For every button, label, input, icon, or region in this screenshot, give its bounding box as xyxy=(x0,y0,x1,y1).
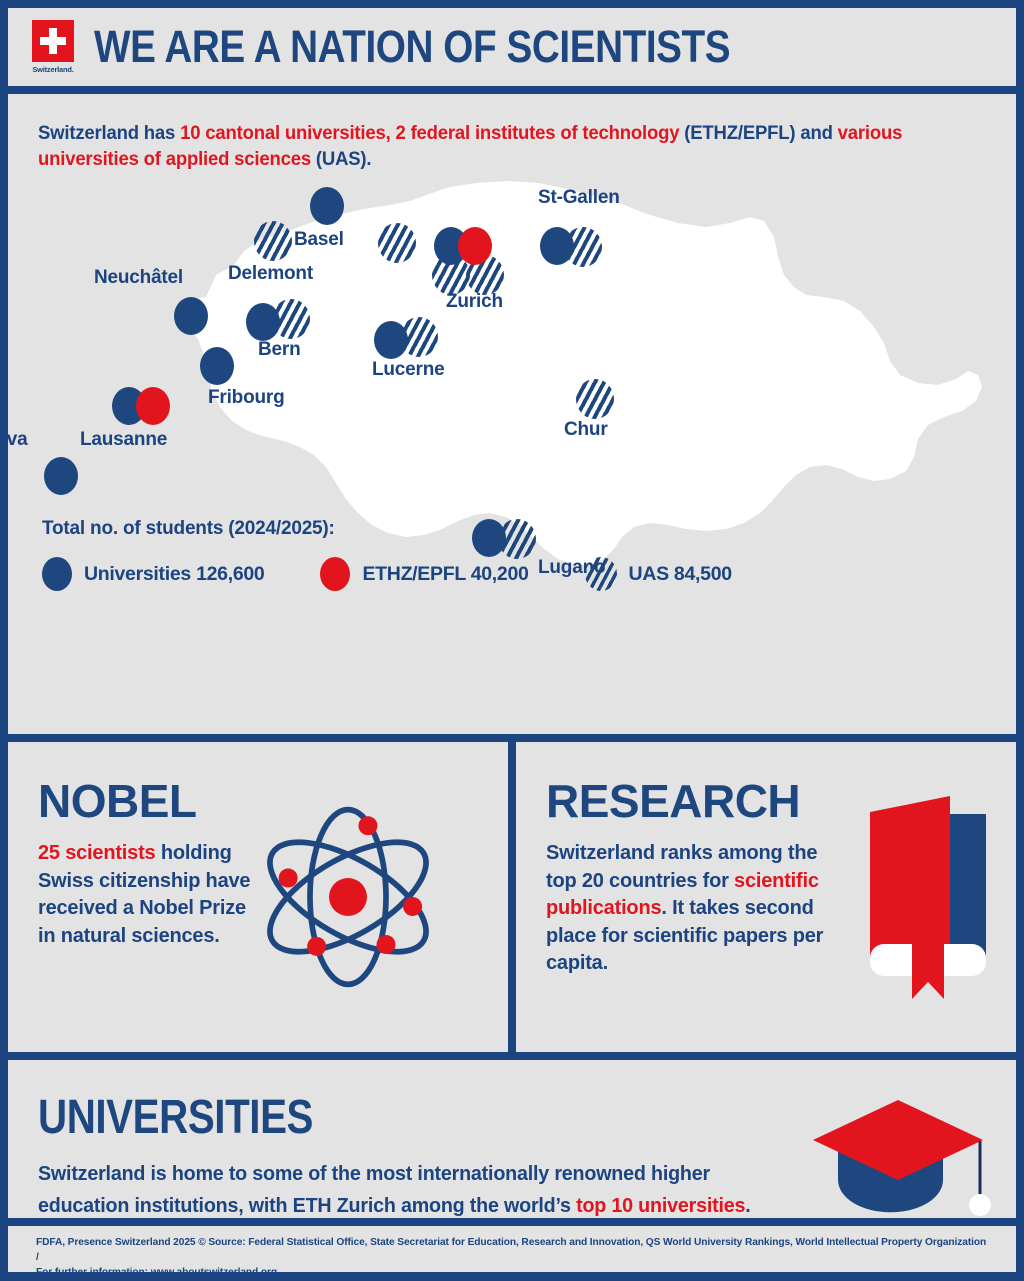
city-label-zurich: Zurich xyxy=(446,290,503,312)
research-highlight: scientific publications xyxy=(546,869,819,920)
striped-circle-icon xyxy=(584,557,617,591)
universities-highlight: top 10 universities xyxy=(576,1193,746,1217)
universities-body: Switzerland is home to some of the most … xyxy=(38,1158,768,1218)
intro-text: Switzerland has 10 cantonal universities… xyxy=(38,120,984,173)
universities-text-2: . xyxy=(745,1193,751,1217)
legend-item-uas: UAS 84,500 xyxy=(584,557,733,591)
city-label-chur: Chur xyxy=(564,418,608,440)
book-icon xyxy=(870,796,986,999)
universities-title: UNIVERSITIES xyxy=(38,1091,314,1144)
city-label-fribourg: Fribourg xyxy=(208,386,285,408)
switzerland-map: Basel Delemont St-Gallen Neuchâtel xyxy=(0,179,1002,579)
page-title: WE ARE A NATION OF SCIENTISTS xyxy=(94,21,731,72)
intro-part-3: (UAS). xyxy=(310,148,372,171)
swiss-logo: Switzerland. xyxy=(30,20,76,74)
marker-chur-uas xyxy=(576,378,614,419)
research-text-2: . It takes second place for scientific p… xyxy=(546,897,824,975)
stats-row: NOBEL 25 scientists holding Swiss citize… xyxy=(8,742,1016,1052)
legend-label-universities: Universities 126,600 xyxy=(84,562,265,585)
marker-zurich-ethz xyxy=(458,226,492,265)
marker-fribourg-university xyxy=(200,346,234,385)
blue-circle-icon xyxy=(42,557,72,591)
marker-geneva-university xyxy=(44,456,78,495)
research-title: RESEARCH xyxy=(546,775,801,827)
research-text-1: Switzerland ranks among the top 20 count… xyxy=(546,842,818,892)
research-body: Switzerland ranks among the top 20 count… xyxy=(546,840,831,978)
marker-basel-university xyxy=(310,186,344,225)
city-label-bern: Bern xyxy=(258,338,301,360)
city-label-st-gallen: St-Gallen xyxy=(538,186,620,208)
footer-line-1: FDFA, Presence Switzerland 2025 © Source… xyxy=(36,1236,987,1264)
swiss-flag-icon xyxy=(32,20,74,62)
legend-title: Total no. of students (2024/2025): xyxy=(42,518,335,539)
atom-icon xyxy=(267,806,429,988)
city-label-lucerne: Lucerne xyxy=(372,358,445,380)
legend-item-ethz-epfl: ETHZ/EPFL 40,200 xyxy=(320,557,529,591)
nobel-text: holding Swiss citizenship have received … xyxy=(38,842,251,947)
intro-highlight-2: various universities of applied sciences xyxy=(38,122,903,171)
city-label-geneva: Geneva xyxy=(0,428,28,450)
nobel-highlight: 25 scientists xyxy=(38,842,156,864)
marker-st-gallen-uas xyxy=(564,226,602,267)
header-bar: Switzerland. WE ARE A NATION OF SCIENTIS… xyxy=(8,8,1016,86)
city-label-delemont: Delemont xyxy=(228,262,313,284)
legend-label-uas: UAS 84,500 xyxy=(628,562,733,585)
marker-basel-uas xyxy=(378,222,416,263)
footer-line-2: For further information: www.aboutswitze… xyxy=(36,1266,278,1279)
nobel-body: 25 scientists holding Swiss citizenship … xyxy=(38,840,253,950)
red-circle-icon xyxy=(320,557,351,591)
logo-label: Switzerland. xyxy=(32,65,74,74)
map-section: Switzerland has 10 cantonal universities… xyxy=(0,94,1016,734)
marker-neuchatel-university xyxy=(174,296,208,335)
footer: FDFA, Presence Switzerland 2025 © Source… xyxy=(8,1226,1016,1278)
legend-label-ethz-epfl: ETHZ/EPFL 40,200 xyxy=(362,562,529,585)
universities-section: UNIVERSITIES Switzerland is home to some… xyxy=(8,1060,1016,1218)
intro-part-1: Switzerland has xyxy=(38,122,181,144)
nobel-section: NOBEL 25 scientists holding Swiss citize… xyxy=(8,742,508,1052)
legend: Universities 126,600 ETHZ/EPFL 40,200 UA… xyxy=(42,557,732,591)
city-label-neuchatel: Neuchâtel xyxy=(94,266,184,288)
intro-part-2: (ETHZ/EPFL) and xyxy=(679,122,838,144)
research-section: RESEARCH Switzerland ranks among the top… xyxy=(516,742,1016,1052)
legend-item-universities: Universities 126,600 xyxy=(42,557,265,591)
switzerland-outline-icon xyxy=(180,180,982,565)
intro-highlight-1: 10 cantonal universities, 2 federal inst… xyxy=(180,122,680,144)
marker-lausanne-epfl xyxy=(136,386,170,425)
marker-bern-uas xyxy=(272,298,310,339)
marker-delemont-uas xyxy=(254,220,292,261)
nobel-title: NOBEL xyxy=(38,775,197,827)
universities-text-1: Switzerland is home to some of the most … xyxy=(38,1162,710,1217)
city-label-basel: Basel xyxy=(294,228,344,250)
city-label-lausanne: Lausanne xyxy=(80,428,168,450)
marker-lugano-uas xyxy=(498,518,536,559)
marker-lucerne-uas xyxy=(400,316,438,357)
graduation-cap-icon xyxy=(813,1100,991,1216)
